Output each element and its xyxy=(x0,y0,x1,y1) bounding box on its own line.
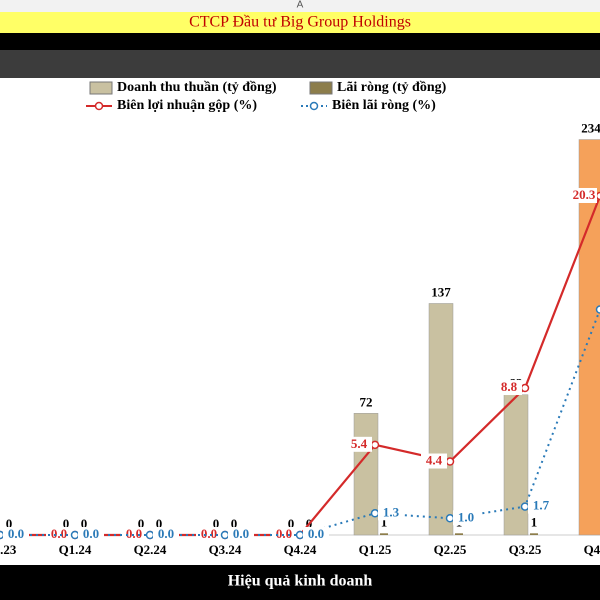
line-marker xyxy=(445,457,455,466)
line-value-label: 0.0 xyxy=(201,526,217,541)
plot: Q4.23 Q1.24 Q2.24 Q3.24 Q4.24 Q1.25 Q2.25 Q3.25… xyxy=(0,80,600,557)
x-tick-label: Q3.24 xyxy=(209,542,242,557)
line-marker xyxy=(520,383,530,393)
line-marker xyxy=(370,440,380,450)
bar-value-label: 0 xyxy=(81,516,88,531)
line-value-label: 1.3 xyxy=(383,504,400,519)
bar-value-label: 0 xyxy=(288,516,295,531)
bar-value-label: 234 xyxy=(581,121,600,136)
line-value-label: 20.3 xyxy=(573,187,596,202)
line-marker xyxy=(445,514,455,523)
footer-title: Hiệu quả kinh doanh xyxy=(228,573,373,590)
line-marker xyxy=(220,530,230,540)
bar xyxy=(428,303,454,536)
bar-value-label: 0 xyxy=(156,516,163,531)
line-value-label: 0.0 xyxy=(83,526,99,541)
label-bg xyxy=(303,527,329,542)
line-value-label: 5.4 xyxy=(351,436,368,451)
label-bg xyxy=(453,510,479,526)
line-marker xyxy=(595,305,600,314)
x-tick-label: Q3.25 xyxy=(509,542,542,557)
title-band xyxy=(0,50,600,78)
line-value-label: 0.0 xyxy=(51,526,67,541)
label-bg xyxy=(378,505,404,521)
legend-label: Lãi ròng (tỷ đồng) xyxy=(337,80,447,95)
bar xyxy=(530,533,538,535)
x-tick-label: Q1.25 xyxy=(359,542,392,557)
label-bg xyxy=(46,527,72,542)
company-name: CTCP Đầu tư Big Group Holdings xyxy=(189,14,411,31)
legend-marker xyxy=(309,101,319,111)
company-banner xyxy=(0,12,600,33)
line-value-label: 0.0 xyxy=(308,526,324,541)
line-value-label: 0.0 xyxy=(276,526,292,541)
sheet-header xyxy=(0,0,600,12)
column-letter: A xyxy=(297,0,304,11)
line-value-label: 4.4 xyxy=(426,453,443,468)
bar-value-label: 0 xyxy=(213,516,220,531)
line-marker xyxy=(0,530,5,540)
line-marker xyxy=(595,191,600,201)
legend-marker xyxy=(94,101,104,111)
bar-value-label: 1 xyxy=(531,514,538,529)
bar-value-label: 0 xyxy=(138,516,145,531)
bar-value-label: 137 xyxy=(431,284,451,299)
bar-value-label: 72 xyxy=(360,394,373,409)
x-tick-label: Q4.25 xyxy=(584,542,600,557)
bar-value-label: 0 xyxy=(231,516,238,531)
x-tick-label: Q2.24 xyxy=(134,542,167,557)
bar xyxy=(503,394,529,536)
label-bg xyxy=(528,498,554,514)
line-marker xyxy=(295,530,305,540)
bar xyxy=(380,533,388,535)
line-marker xyxy=(70,530,80,540)
line-marker xyxy=(370,509,380,518)
line-value-label: 0.0 xyxy=(8,526,24,541)
line-marker xyxy=(145,530,155,540)
line-value-label: 0.0 xyxy=(233,526,249,541)
x-tick-label: Q4.24 xyxy=(284,542,317,557)
legend-label: Biên lãi ròng (%) xyxy=(332,98,436,113)
legend-label: Doanh thu thuần (tỷ đồng) xyxy=(117,80,277,95)
line-value-label: 1.7 xyxy=(533,498,550,513)
dark-strip xyxy=(0,33,600,50)
bar-value-label: 0 xyxy=(6,516,13,531)
line-value-label: 0.0 xyxy=(158,526,174,541)
line-value-label: 8.8 xyxy=(501,379,518,394)
bar-value-label: 0 xyxy=(63,516,70,531)
line-value-label: 0.0 xyxy=(126,526,142,541)
bar-value-label: 1 xyxy=(381,514,388,529)
x-tick-label: Q2.25 xyxy=(434,542,467,557)
label-bg xyxy=(496,380,522,396)
bar xyxy=(455,533,463,535)
line-value-label: 1.0 xyxy=(458,509,474,524)
label-bg xyxy=(228,527,254,542)
legend-swatch xyxy=(309,81,333,95)
label-bg xyxy=(3,527,29,542)
label-bg xyxy=(196,527,222,542)
footer-bar xyxy=(0,565,600,600)
line-marker xyxy=(520,502,530,511)
label-bg xyxy=(153,527,179,542)
x-tick-label: Q1.24 xyxy=(59,542,92,557)
label-bg xyxy=(78,527,104,542)
label-bg xyxy=(346,436,372,452)
legend-swatch xyxy=(89,81,113,95)
x-tick-label: Q4.23 xyxy=(0,542,17,557)
legend-label: Biên lợi nhuận gộp (%) xyxy=(117,98,257,113)
label-bg xyxy=(421,453,447,469)
label-bg xyxy=(571,187,597,203)
